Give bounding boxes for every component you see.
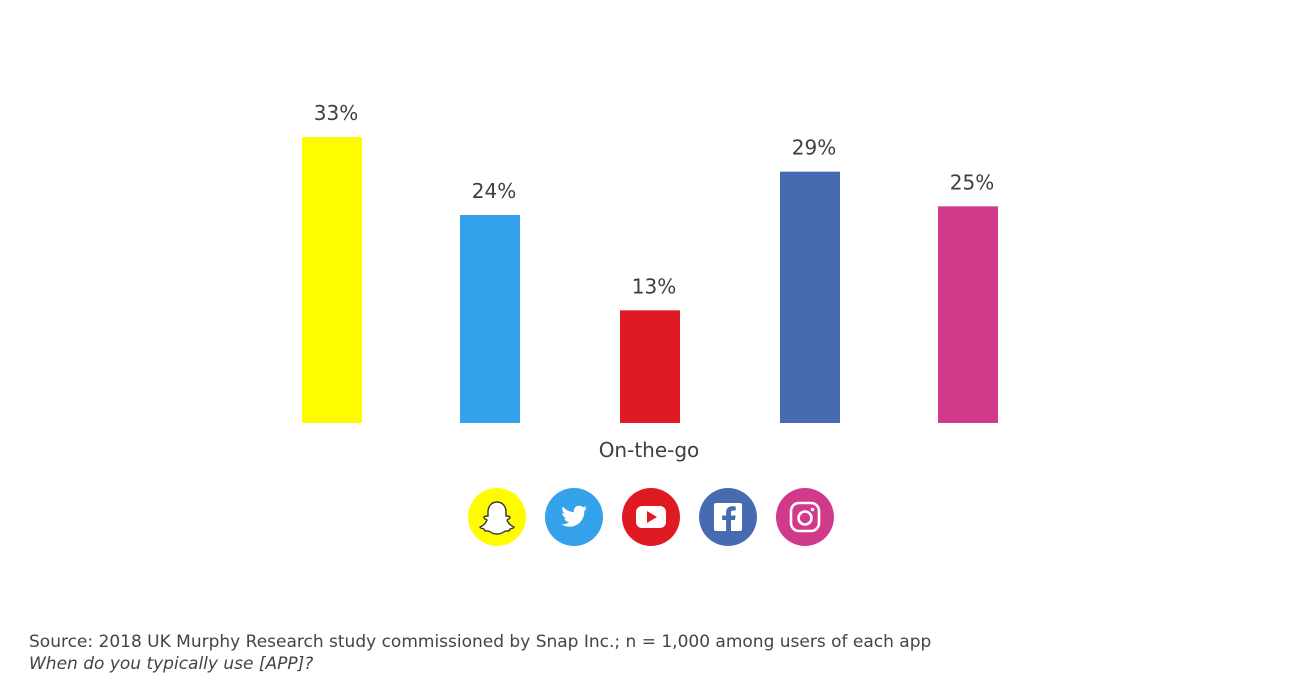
bar-youtube [620, 310, 680, 423]
snapchat-ghost-glyph [479, 501, 515, 535]
value-labels-group: 33% 24% 13% 29% 25% [314, 101, 994, 298]
value-label-instagram: 25% [950, 170, 994, 194]
value-label-facebook: 29% [792, 136, 836, 160]
legend [468, 488, 834, 546]
value-label-youtube: 13% [632, 274, 676, 298]
twitter-bird-glyph [561, 505, 587, 527]
instagram-lens-glyph [797, 510, 813, 526]
instagram-icon [776, 488, 834, 546]
bar-facebook [780, 171, 840, 423]
youtube-icon [622, 488, 680, 546]
bar-chart: 33% 24% 13% 29% 25% On-the-go [302, 101, 998, 546]
bar-snapchat [302, 137, 362, 423]
facebook-icon [699, 488, 757, 546]
instagram-frame-glyph [789, 501, 821, 533]
facebook-f-glyph [722, 506, 736, 531]
source-note: Source: 2018 UK Murphy Research study co… [29, 632, 932, 652]
bar-instagram [938, 206, 998, 423]
legend-swatch-instagram [776, 488, 834, 546]
value-label-snapchat: 33% [314, 101, 358, 125]
value-label-twitter: 24% [472, 179, 516, 203]
instagram-dot-glyph [810, 507, 815, 512]
survey-question: When do you typically use [APP]? [29, 654, 314, 674]
category-label: On-the-go [599, 438, 700, 462]
twitter-icon [545, 488, 603, 546]
snapchat-icon [468, 488, 526, 546]
bars-group [302, 137, 998, 423]
youtube-play-glyph [647, 511, 657, 523]
bar-twitter [460, 215, 520, 423]
